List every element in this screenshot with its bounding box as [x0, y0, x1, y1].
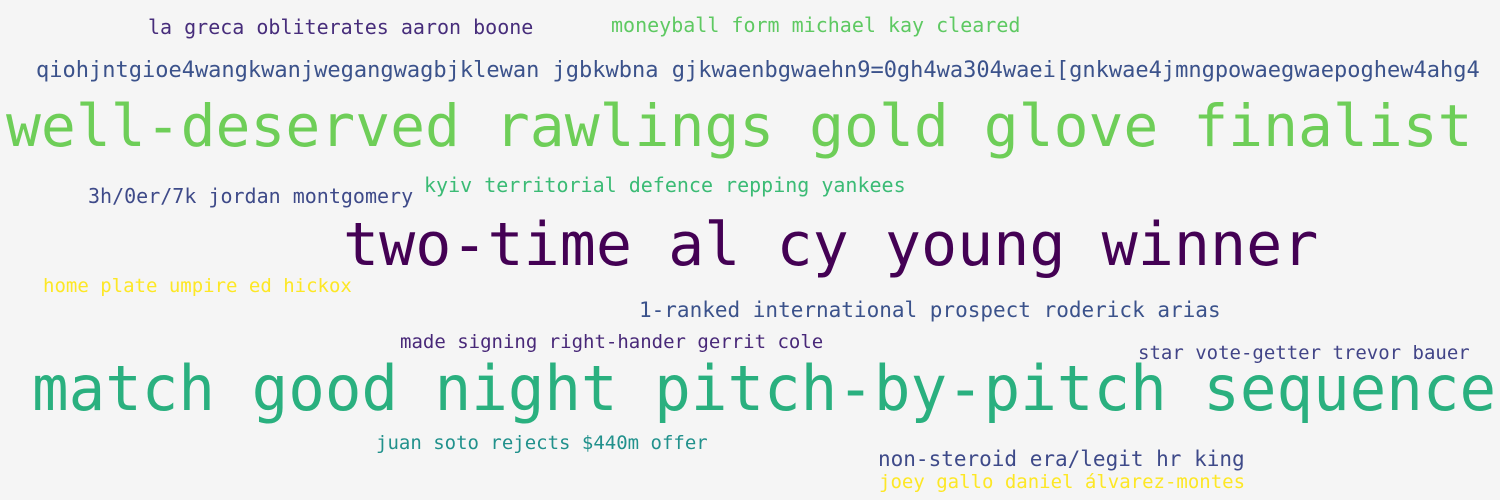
word-cloud-phrase: 3h/0er/7k jordan montgomery [88, 184, 414, 208]
word-cloud-phrase: 1-ranked international prospect roderick… [639, 298, 1221, 322]
word-cloud-phrase: joey gallo daniel álvarez-montes [879, 471, 1246, 493]
word-cloud-phrase: made signing right-hander gerrit cole [400, 331, 824, 353]
word-cloud-phrase: la greca obliterates aaron boone [148, 15, 534, 39]
word-cloud-phrase: well-deserved rawlings gold glove finali… [6, 92, 1473, 160]
word-cloud-phrase: star vote-getter trevor bauer [1138, 342, 1470, 364]
word-cloud-phrase: juan soto rejects $440m offer [376, 432, 708, 454]
word-cloud-phrase: qiohjntgioe4wangkwanjwegangwagbjklewan j… [36, 58, 1480, 83]
word-cloud-phrase: home plate umpire ed hickox [43, 275, 352, 297]
word-cloud-phrase: non-steroid era/legit hr king [878, 447, 1245, 471]
word-cloud-phrase: match good night pitch-by-pitch sequence [32, 352, 1497, 425]
word-cloud-phrase: two-time al cy young winner [343, 210, 1319, 280]
word-cloud-phrase: kyiv territorial defence repping yankees [424, 173, 906, 197]
word-cloud-phrase: moneyball form michael kay cleared [611, 13, 1021, 37]
